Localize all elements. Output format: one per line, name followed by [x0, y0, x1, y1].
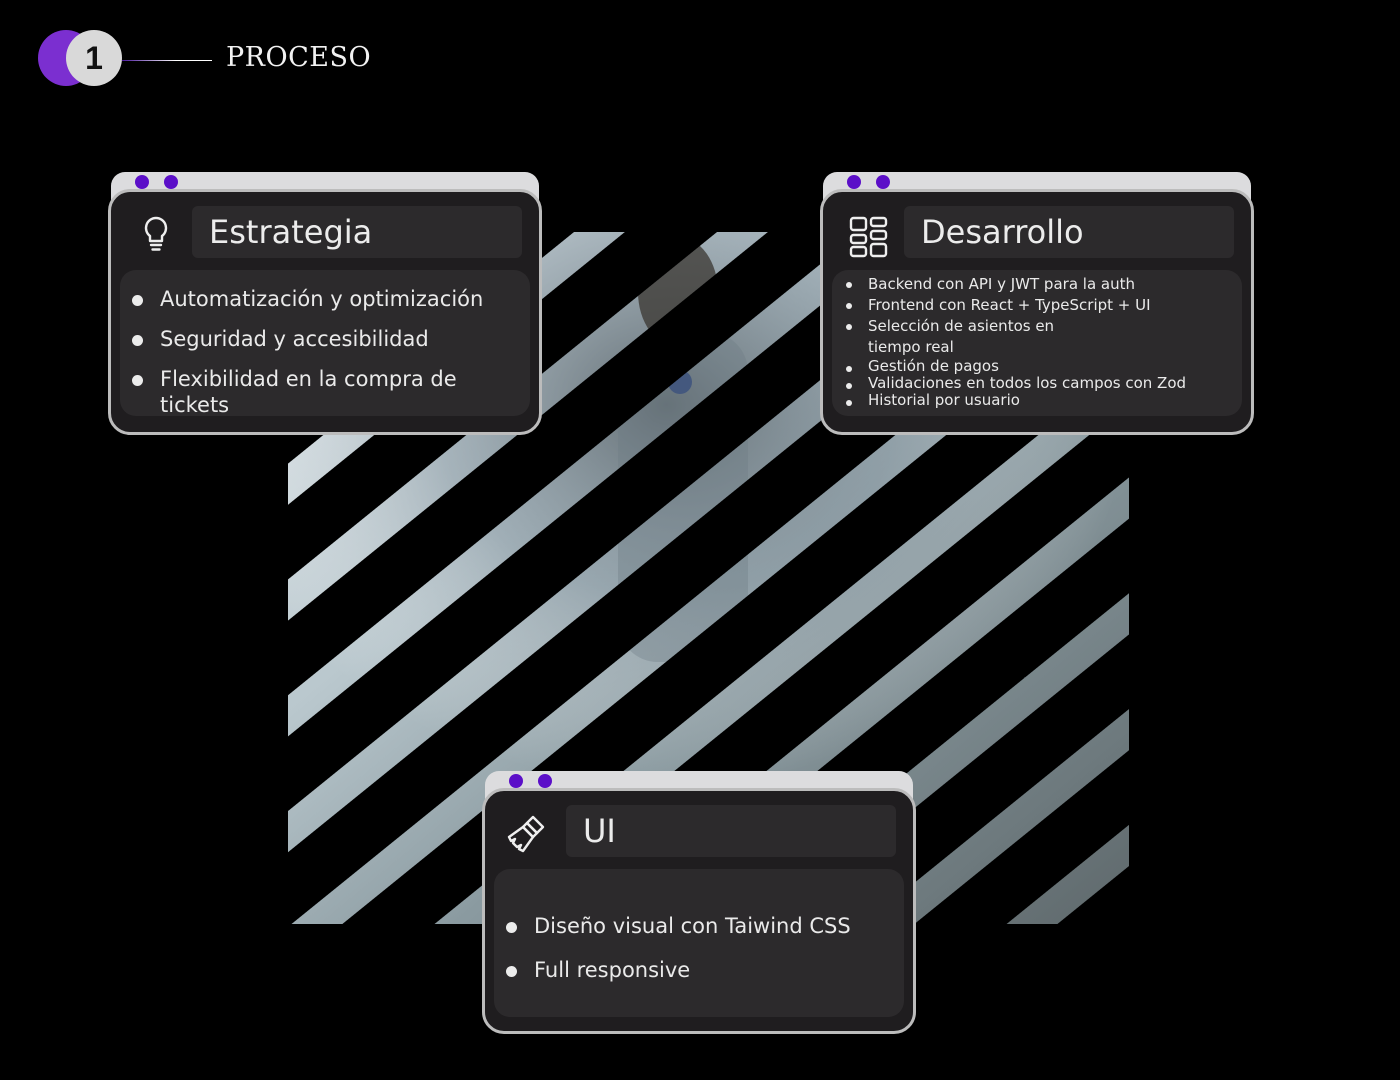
list-item: Backend con API y JWT para la auth	[832, 274, 1242, 295]
list-item: Selección de asientos en tiempo real	[832, 316, 1108, 358]
card-title: Desarrollo	[921, 213, 1084, 251]
card-title: Estrategia	[209, 213, 373, 251]
strategy-card: Estrategia Automatización y optimización…	[108, 172, 542, 435]
list-item: Diseño visual con Taiwind CSS	[494, 913, 904, 957]
card-title-box: Desarrollo	[904, 206, 1234, 258]
card-body: UI Diseño visual con Taiwind CSS Full re…	[482, 788, 916, 1034]
list-item: Full responsive	[494, 957, 904, 1001]
card-title-box: UI	[566, 805, 896, 857]
card-list-panel: Diseño visual con Taiwind CSS Full respo…	[494, 869, 904, 1017]
window-dot	[847, 175, 861, 189]
window-dot	[164, 175, 178, 189]
card-list-panel: Backend con API y JWT para la auth Front…	[832, 270, 1242, 416]
paintbrush-icon	[507, 815, 545, 853]
card-title-box: Estrategia	[192, 206, 522, 258]
list-item: Historial por usuario	[832, 392, 1242, 409]
development-card: Desarrollo Backend con API y JWT para la…	[820, 172, 1254, 435]
ui-card: UI Diseño visual con Taiwind CSS Full re…	[482, 771, 916, 1034]
list-item: Validaciones en todos los campos con Zod	[832, 375, 1242, 392]
window-dot	[538, 774, 552, 788]
card-title: UI	[583, 812, 616, 850]
section-title: PROCESO	[226, 42, 372, 73]
card-list-panel: Automatización y optimización Seguridad …	[120, 270, 530, 417]
section-header: 1 PROCESO	[38, 30, 371, 88]
window-dot	[135, 175, 149, 189]
step-number: 1	[66, 30, 122, 86]
window-dot	[509, 774, 523, 788]
list-item: Seguridad y accesibilidad	[120, 326, 530, 366]
lightbulb-icon	[144, 216, 168, 251]
card-body: Estrategia Automatización y optimización…	[108, 189, 542, 435]
grid-layout-icon	[849, 216, 888, 258]
list-item: Frontend con React + TypeScript + UI	[832, 295, 1242, 316]
card-body: Desarrollo Backend con API y JWT para la…	[820, 189, 1254, 435]
list-item: Flexibilidad en la compra de tickets	[120, 366, 530, 417]
header-divider	[122, 60, 212, 61]
window-dot	[876, 175, 890, 189]
list-item: Automatización y optimización	[120, 286, 530, 326]
list-item: Gestión de pagos	[832, 358, 1242, 375]
